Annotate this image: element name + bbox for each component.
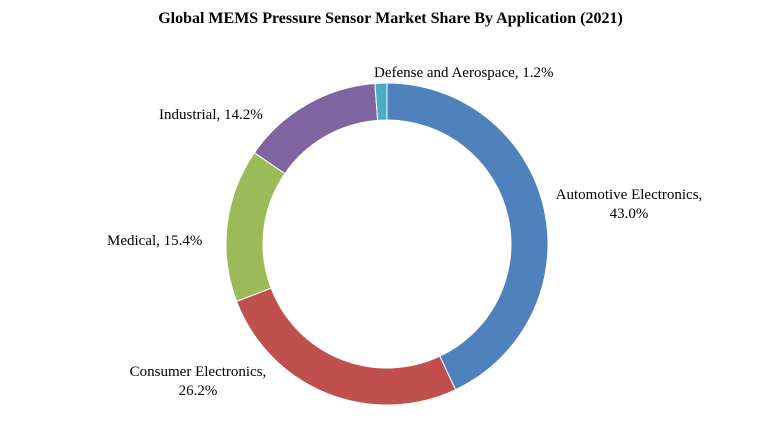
chart-title: Global MEMS Pressure Sensor Market Share…	[158, 10, 623, 27]
slice-labels: Automotive Electronics, 43.0% Consumer Ele…	[107, 65, 702, 399]
slice-label-automotive-electronics: Automotive Electronics, 43.0%	[556, 187, 703, 222]
slice-label-line: Industrial, 14.2%	[159, 107, 263, 123]
slice-label-defense-and-aerospace: Defense and Aerospace, 1.2%	[374, 65, 554, 81]
slice-label-line: Defense and Aerospace, 1.2%	[374, 65, 554, 81]
slice-label-line: Medical, 15.4%	[107, 233, 202, 249]
slice-label-medical: Medical, 15.4%	[107, 233, 202, 249]
slice-defense-and-aerospace	[374, 82, 388, 121]
slice-label-line: 43.0%	[610, 206, 649, 222]
slice-automotive-electronics	[386, 82, 549, 391]
slice-consumer-electronics	[235, 287, 457, 406]
slice-label-industrial: Industrial, 14.2%	[159, 107, 263, 123]
slice-industrial	[253, 82, 379, 175]
donut-slices	[225, 82, 549, 406]
slice-label-line: Automotive Electronics,	[556, 187, 703, 203]
slice-label-consumer-electronics: Consumer Electronics, 26.2%	[130, 364, 267, 399]
slice-label-line: Consumer Electronics,	[130, 364, 267, 380]
slice-medical	[225, 151, 286, 303]
slice-label-line: 26.2%	[179, 383, 218, 399]
